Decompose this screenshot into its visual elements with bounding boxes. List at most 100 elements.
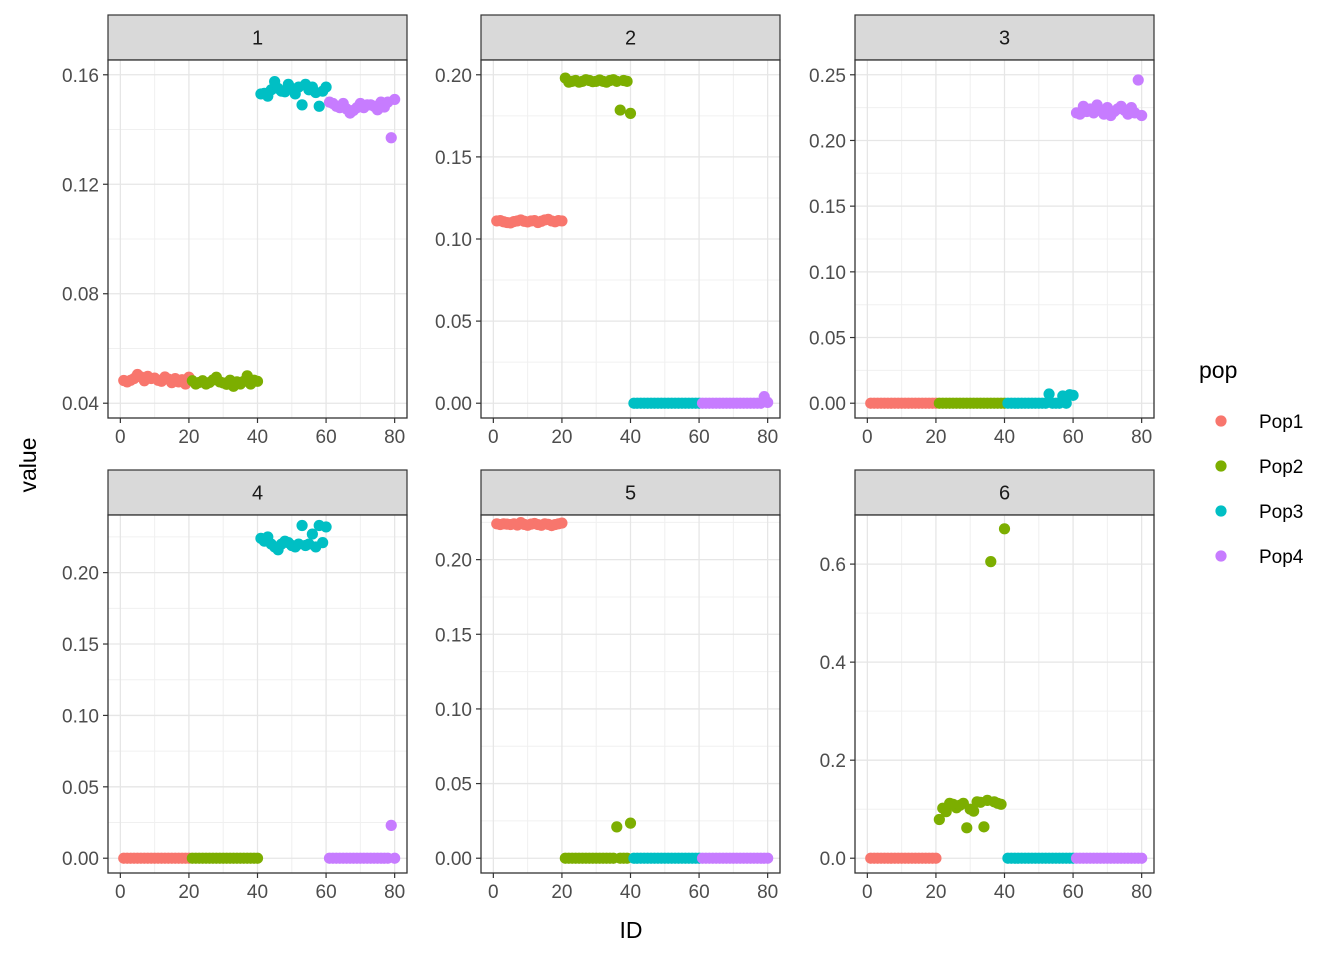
legend-key-pop4 — [1215, 550, 1227, 562]
x-tick-label: 0 — [862, 882, 873, 903]
data-point-pop2 — [251, 852, 264, 864]
data-point-pop4 — [1136, 109, 1148, 122]
x-tick-label: 60 — [689, 882, 710, 903]
x-tick-label: 0 — [115, 427, 126, 448]
x-tick-label: 80 — [757, 882, 778, 903]
y-tick-label: 0.10 — [809, 263, 846, 284]
data-point-pop4 — [1132, 74, 1144, 86]
y-tick-label: 0.20 — [62, 564, 99, 585]
x-tick-label: 40 — [994, 427, 1015, 448]
facet-strip-label: 1 — [252, 28, 263, 50]
y-tick-label: 0.20 — [809, 131, 846, 152]
data-point-pop2 — [933, 813, 945, 826]
data-point-pop2 — [614, 104, 626, 116]
x-tick-label: 40 — [247, 427, 268, 448]
facet-strip-1 — [107, 14, 408, 61]
x-tick-label: 60 — [1063, 882, 1084, 903]
facet-strip-4 — [107, 469, 408, 516]
data-point-pop3 — [296, 519, 308, 532]
x-tick-label: 20 — [925, 427, 946, 448]
panel-border — [480, 514, 781, 874]
y-tick-label: 0.6 — [820, 555, 846, 576]
data-point-pop3 — [306, 528, 318, 540]
data-point-pop1 — [930, 852, 942, 864]
x-tick-label: 60 — [316, 882, 337, 903]
x-tick-label: 40 — [247, 882, 268, 903]
data-point-pop4 — [389, 93, 401, 106]
y-tick-label: 0.05 — [435, 775, 472, 796]
facet-panel-4: 40 20 40 60 800.000.050.100.150.20 — [62, 469, 408, 903]
y-tick-label: 0.2 — [820, 751, 846, 772]
panel-border — [854, 59, 1155, 419]
facet-strip-label: 3 — [999, 28, 1010, 50]
x-tick-label: 80 — [1131, 427, 1152, 448]
y-tick-label: 0.15 — [809, 197, 846, 218]
legend-key-pop3 — [1215, 505, 1227, 517]
x-tick-label: 0 — [488, 427, 499, 448]
facet-strip-label: 4 — [252, 483, 263, 505]
panel-border — [107, 514, 408, 874]
x-tick-label: 40 — [620, 882, 641, 903]
x-tick-label: 60 — [316, 427, 337, 448]
data-point-pop4 — [389, 852, 401, 864]
data-point-pop2 — [611, 821, 623, 833]
data-point-pop4 — [1136, 852, 1148, 864]
data-point-pop3 — [317, 537, 329, 549]
y-tick-label: 0.16 — [62, 66, 99, 87]
y-tick-label: 0.05 — [435, 312, 472, 333]
data-point-pop3 — [296, 99, 308, 111]
facet-strip-label: 2 — [625, 28, 636, 50]
x-tick-label: 80 — [757, 427, 778, 448]
data-point-pop2 — [961, 822, 973, 834]
y-tick-label: 0.10 — [62, 706, 99, 727]
y-tick-label: 0.12 — [62, 175, 99, 196]
facet-panel-3: 3 0 20 40 60 80 0.00 0.05 0.10 0.15 0.20 0.25 — [809, 14, 1155, 448]
y-tick-label: 0.10 — [435, 700, 472, 721]
data-point-pop4 — [762, 852, 774, 864]
y-tick-label: 0.05 — [809, 329, 846, 350]
y-tick-label: 0.20 — [435, 66, 472, 87]
x-tick-label: 20 — [925, 882, 946, 903]
data-point-pop2 — [995, 798, 1007, 810]
y-tick-label: 0.00 — [809, 394, 846, 415]
x-tick-label: 80 — [384, 427, 405, 448]
y-tick-label: 0.25 — [809, 66, 846, 87]
x-tick-label: 20 — [178, 427, 199, 448]
data-point-pop3 — [320, 521, 332, 533]
panel-border — [480, 59, 781, 419]
data-point-pop1 — [556, 517, 568, 529]
data-point-pop4 — [762, 396, 774, 408]
data-point-pop2 — [978, 821, 990, 833]
y-tick-label: 0.05 — [62, 778, 99, 799]
facet-strip-label: 6 — [999, 483, 1010, 505]
data-point-pop1 — [556, 215, 568, 227]
x-tick-label: 40 — [994, 882, 1015, 903]
data-point-pop2 — [251, 375, 264, 387]
data-point-pop2 — [985, 556, 997, 568]
data-point-pop2 — [998, 523, 1011, 535]
legend-key-pop1 — [1215, 415, 1227, 427]
legend: pop Pop1 Pop2 Pop3 Pop4 — [1199, 357, 1304, 568]
y-tick-label: 0.4 — [820, 653, 847, 674]
data-point-pop3 — [320, 81, 332, 93]
legend-key-pop2 — [1215, 460, 1227, 472]
data-point-pop4 — [385, 819, 397, 831]
facet-strip-6 — [854, 469, 1155, 516]
x-tick-label: 60 — [1063, 427, 1084, 448]
x-tick-label: 20 — [551, 882, 572, 903]
data-point-pop3 — [1067, 389, 1079, 401]
x-tick-label: 60 — [689, 427, 710, 448]
data-point-pop2 — [621, 75, 633, 87]
y-tick-label: 0.15 — [435, 625, 472, 646]
facet-panel-6: 60 20 40 60 800.00.20.40.6 — [820, 469, 1155, 903]
panel-border — [854, 514, 1155, 874]
legend-label-pop2: Pop2 — [1259, 457, 1303, 478]
y-tick-label: 0.00 — [435, 394, 472, 415]
data-point-pop3 — [313, 100, 325, 112]
facet-strip-2 — [480, 14, 781, 61]
data-point-pop3 — [1060, 397, 1072, 409]
x-axis-title: ID — [620, 917, 643, 943]
